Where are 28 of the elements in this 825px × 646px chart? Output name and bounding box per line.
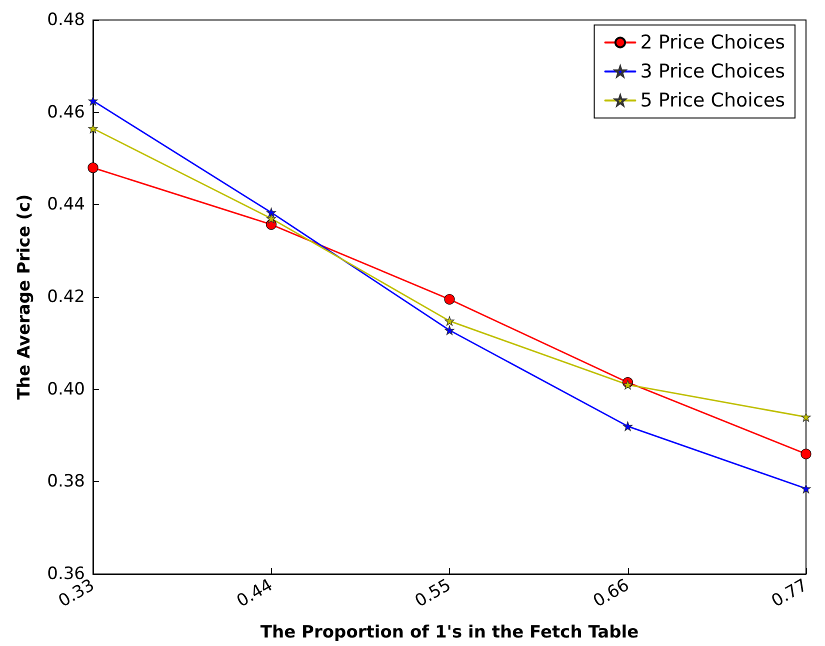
x-tick-label: 0.55: [412, 575, 454, 612]
point: [801, 412, 811, 422]
y-tick-label: 0.40: [47, 379, 85, 400]
x-tick-label: 0.77: [768, 575, 811, 612]
point: [88, 124, 98, 134]
y-tick-label: 0.38: [47, 472, 85, 492]
point: [444, 294, 455, 305]
x-tick-label: 0.66: [590, 575, 633, 612]
legend-label: 2 Price Choices: [640, 32, 785, 54]
point: [622, 421, 633, 432]
x-axis-title: The Proportion of 1's in the Fetch Table: [260, 622, 639, 642]
y-tick-label: 0.46: [47, 102, 85, 122]
point: [444, 316, 454, 326]
point: [88, 162, 98, 174]
point: [801, 484, 811, 494]
point: [88, 96, 98, 106]
legend-label: 3 Price Choices: [640, 60, 785, 82]
y-axis-title: The Average Price (c): [14, 194, 34, 400]
point: [266, 214, 276, 224]
point: [444, 325, 454, 336]
x-tick-label: 0.44: [233, 575, 276, 612]
y-tick-label: 0.42: [47, 287, 85, 307]
y-tick-label: 0.44: [47, 194, 85, 215]
point: [266, 208, 276, 218]
point: [800, 448, 812, 460]
point: [622, 380, 633, 390]
y-tick-label: 0.48: [47, 10, 85, 30]
legend-label: 5 Price Choices: [640, 90, 785, 112]
